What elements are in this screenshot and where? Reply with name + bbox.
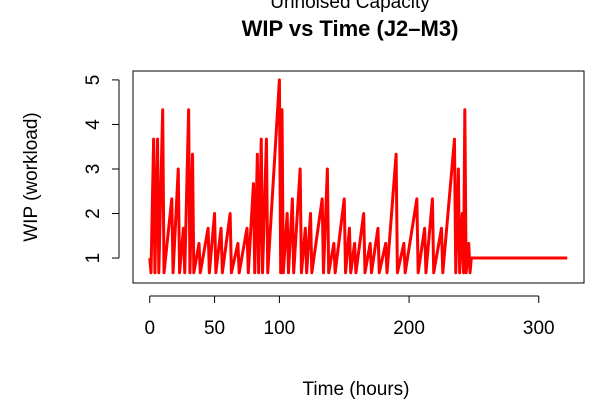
y-tick-label: 4 (83, 119, 104, 130)
x-tick-label: 100 (264, 318, 296, 339)
x-tick-label: 300 (523, 318, 555, 339)
chart-subtitle: Unnoised Capacity (270, 0, 430, 13)
y-tick-label: 2 (83, 208, 104, 219)
y-axis-label: WIP (workload) (21, 112, 42, 242)
data-line (148, 78, 568, 275)
chart-title: WIP vs Time (J2–M3) (242, 16, 459, 41)
y-tick-label: 5 (83, 75, 104, 86)
y-tick-label: 3 (83, 164, 104, 175)
y-tick-label: 1 (83, 253, 104, 264)
x-tick-label: 200 (393, 318, 425, 339)
x-tick-label: 50 (204, 318, 225, 339)
x-axis-label: Time (hours) (303, 379, 410, 400)
plot-box (132, 70, 585, 284)
x-tick-label: 0 (144, 318, 155, 339)
